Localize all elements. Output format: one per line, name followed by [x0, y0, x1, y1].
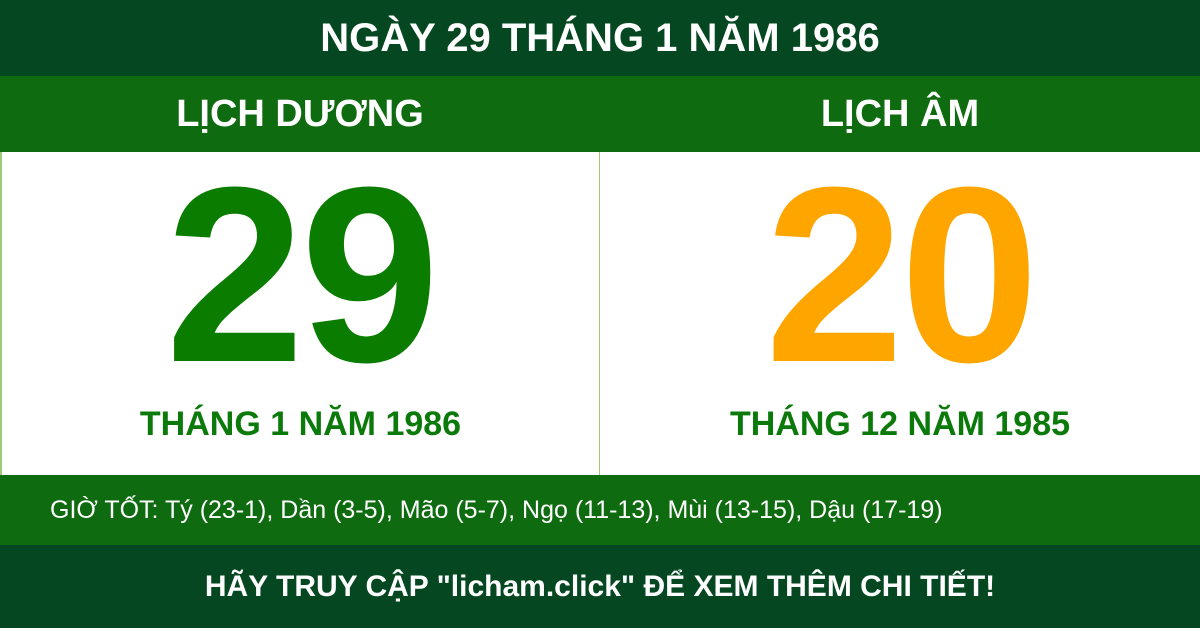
solar-calendar-label: LỊCH DƯƠNG	[176, 93, 424, 135]
footer-cta: HÃY TRUY CẬP "licham.click" ĐỂ XEM THÊM …	[0, 545, 1200, 628]
lunar-calendar-label: LỊCH ÂM	[820, 93, 980, 135]
solar-month-year: THÁNG 1 NĂM 1986	[139, 405, 462, 443]
good-hours: GIỜ TỐT: Tý (23-1), Dần (3-5), Mão (5-7)…	[0, 475, 1200, 545]
lunar-column: 20 THÁNG 12 NĂM 1985	[600, 135, 1200, 475]
lunar-month-year: THÁNG 12 NĂM 1985	[729, 405, 1071, 443]
lunar-day: 20	[764, 135, 1039, 414]
calendar-headers: LỊCH DƯƠNG LỊCH ÂM	[0, 76, 1200, 152]
calendar-body: 29 THÁNG 1 NĂM 1986 20 THÁNG 12 NĂM 1985	[0, 135, 1200, 475]
page-title: NGÀY 29 THÁNG 1 NĂM 1986	[0, 0, 1200, 76]
solar-column: 29 THÁNG 1 NĂM 1986	[0, 135, 600, 475]
solar-day: 29	[165, 135, 439, 414]
